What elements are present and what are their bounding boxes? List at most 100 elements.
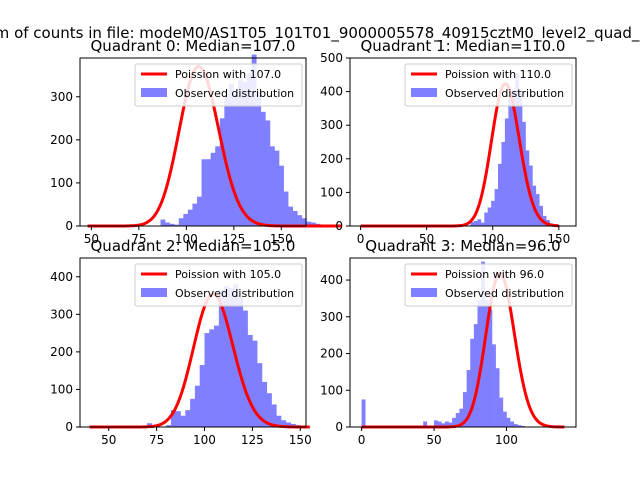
hist-bar	[261, 381, 268, 427]
y-tick-label: 300	[50, 90, 73, 104]
legend-curve-label: Poission with 110.0	[445, 68, 551, 81]
hist-bar	[470, 221, 475, 226]
hist-bar	[452, 417, 457, 427]
hist-bar	[283, 191, 289, 226]
axes-frame	[79, 57, 307, 227]
legend-hist-swatch	[411, 88, 437, 97]
hist-bar	[269, 146, 275, 226]
axes-frame	[79, 257, 307, 428]
legend-hist-label: Observed distribution	[445, 287, 564, 300]
y-tick-label: 0	[335, 219, 343, 233]
legend: Poission with 105.0 Observed distribution	[134, 263, 303, 307]
legend-hist-label: Observed distribution	[445, 87, 564, 100]
x-tick-label: 150	[289, 433, 312, 447]
hist-bar	[178, 218, 184, 226]
hist-bar	[441, 423, 446, 427]
hist-bar	[252, 340, 258, 427]
hist-bar	[434, 420, 438, 427]
hist-bar	[495, 368, 500, 427]
hist-bar	[228, 288, 234, 427]
hist-bar	[444, 421, 449, 427]
x-tick-label: 50	[419, 232, 434, 246]
hist-bar	[201, 159, 207, 226]
hist-bar	[190, 398, 196, 427]
legend-box	[134, 63, 303, 107]
x-tick-label: 150	[270, 232, 293, 246]
legend-box	[134, 263, 303, 307]
hist-bar	[187, 209, 193, 226]
hist-bar	[210, 152, 216, 226]
legend-hist-swatch	[141, 288, 167, 297]
hist-bar	[160, 219, 166, 226]
x-tick-label: 100	[193, 433, 216, 447]
hist-bar	[242, 81, 248, 226]
y-tick-label: 500	[320, 51, 343, 65]
hist-bar	[209, 329, 215, 427]
x-tick-label: 50	[426, 433, 441, 447]
hist-bar	[185, 410, 191, 427]
panel-1: 0 50 100 150 0 100 200 300 400 500 Quadrant 1: Med…	[320, 37, 577, 246]
axes-frame	[349, 257, 577, 428]
hist-bar	[174, 224, 180, 226]
hist-bar	[215, 146, 221, 226]
panel-title: Quadrant 3: Median=96.0	[365, 237, 560, 255]
hist-bar	[256, 92, 262, 226]
y-tick-label: 100	[50, 176, 73, 190]
hist-bar	[204, 333, 210, 427]
hist-bar	[484, 300, 489, 427]
hist-bar	[477, 219, 482, 226]
hist-bar	[491, 344, 496, 427]
y-tick-label: 0	[65, 420, 73, 434]
figure-suptitle: Histogram of counts in file: modeM0/AS1T…	[0, 24, 640, 43]
hist-bar	[271, 404, 277, 427]
legend-curve-label: Poission with 96.0	[445, 268, 544, 281]
x-tick-label: 75	[131, 232, 146, 246]
y-tick-label: 100	[50, 382, 73, 396]
hist-bar	[494, 189, 499, 226]
hist-bar	[459, 408, 464, 427]
y-tick-label: 100	[320, 185, 343, 199]
legend: Poission with 110.0 Observed distribution	[404, 63, 573, 107]
hist-bar	[265, 120, 271, 226]
panels: 50 75 100 125 150 0 100 200 300 Quadrant 0: Media…	[50, 37, 577, 447]
hist-bar	[285, 422, 291, 427]
hist-bar	[147, 423, 153, 427]
hist-bar	[473, 220, 478, 226]
hist-bar	[455, 413, 460, 427]
hist-bar	[466, 370, 471, 427]
hist-bar	[251, 54, 257, 226]
hist-bar	[508, 93, 513, 226]
hist-bar	[276, 415, 282, 427]
y-tick-label: 200	[320, 347, 343, 361]
y-tick-label: 300	[320, 118, 343, 132]
panel-title: Quadrant 0: Median=107.0	[91, 37, 296, 55]
hist-bar	[310, 222, 316, 226]
hist-bar	[281, 420, 287, 427]
hist-bar	[448, 422, 453, 427]
hist-bar	[247, 73, 252, 226]
hist-bar	[292, 210, 298, 226]
hist-bar	[499, 397, 504, 427]
hist-bar	[196, 196, 202, 226]
hist-bar	[502, 411, 507, 427]
hist-bar	[274, 150, 280, 226]
hist-bar	[199, 365, 205, 427]
hist-bar	[484, 212, 489, 226]
legend-hist-swatch	[411, 288, 437, 297]
legend-hist-swatch	[141, 88, 167, 97]
hist-bar	[279, 165, 284, 226]
hist-bar	[218, 289, 224, 427]
hist-bar	[206, 159, 211, 226]
panel-3: 0 50 100 0 100 200 300 400 Quadrant 3: Median=96…	[320, 237, 577, 447]
hist-bar	[520, 425, 525, 427]
y-tick-label: 200	[320, 152, 343, 166]
hist-bar	[228, 83, 234, 226]
legend-curve-label: Poission with 107.0	[175, 68, 281, 81]
hist-bar	[511, 89, 516, 226]
y-tick-label: 400	[320, 273, 343, 287]
hist-bar	[247, 334, 253, 427]
hist-bar	[518, 91, 523, 226]
y-tick-label: 400	[320, 85, 343, 99]
panel-0: 50 75 100 125 150 0 100 200 300 Quadrant 0: Media…	[50, 37, 343, 246]
